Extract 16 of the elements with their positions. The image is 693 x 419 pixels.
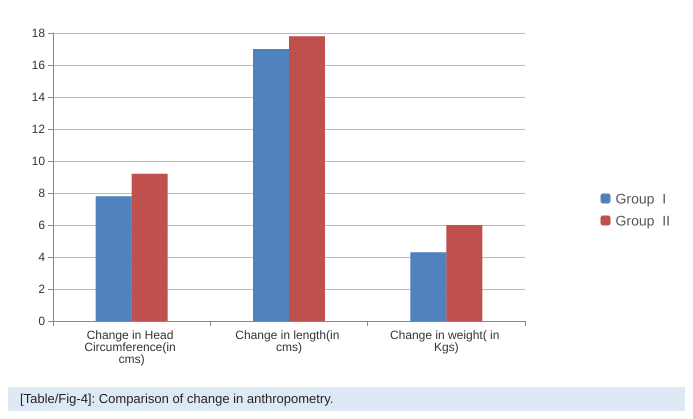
x-tick-label: Change in length(in cms) <box>235 328 343 354</box>
y-tick-label: 10 <box>32 154 46 168</box>
legend-label: Group II <box>616 212 670 228</box>
y-tick-label: 12 <box>32 122 46 136</box>
y-tick-label: 6 <box>38 218 46 232</box>
y-tick-label: 4 <box>38 250 46 264</box>
y-tick-label: 2 <box>38 282 46 296</box>
y-tick-label: 14 <box>32 90 46 104</box>
y-tick-label: 16 <box>32 58 46 72</box>
y-tick-label: 8 <box>38 186 46 200</box>
text: [Table/Fig-4]: Comparison of change in anthropometry. <box>20 391 334 406</box>
y-tick-label: 0 <box>38 314 46 328</box>
y-tick-label: 18 <box>32 26 46 40</box>
legend-label: Group I <box>616 190 666 206</box>
x-tick-label: Change in Head Circumference(in cms) <box>84 328 180 366</box>
x-tick-label: Change in weight( in Kgs) <box>390 328 503 354</box>
